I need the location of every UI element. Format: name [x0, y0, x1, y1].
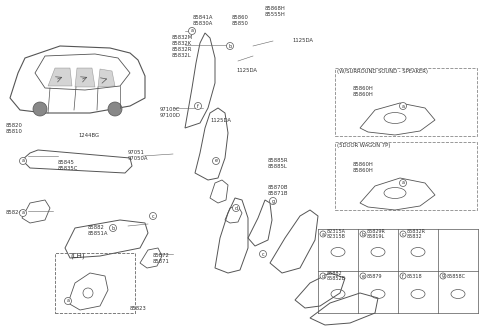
- Text: 1125DA: 1125DA: [210, 117, 231, 122]
- Text: a: a: [322, 232, 324, 236]
- Text: 85820
85810: 85820 85810: [6, 123, 23, 134]
- Text: 85829R
85819L: 85829R 85819L: [367, 229, 386, 239]
- Text: b: b: [361, 232, 365, 236]
- Text: 1125DA: 1125DA: [236, 68, 257, 72]
- Circle shape: [399, 179, 407, 187]
- Text: 85845
85835C: 85845 85835C: [58, 160, 78, 171]
- Text: 85860H
85860H: 85860H 85860H: [353, 162, 374, 173]
- Polygon shape: [48, 68, 72, 86]
- Text: 85832M
85832K: 85832M 85832K: [172, 35, 193, 46]
- Text: a: a: [22, 158, 24, 163]
- Text: 1125DA: 1125DA: [292, 37, 313, 43]
- Circle shape: [399, 102, 407, 110]
- Polygon shape: [75, 68, 95, 87]
- Text: e: e: [361, 274, 364, 278]
- Text: 85832R
85832L: 85832R 85832L: [172, 47, 192, 58]
- Text: d: d: [322, 274, 324, 278]
- Circle shape: [260, 251, 266, 257]
- Circle shape: [20, 210, 26, 216]
- Text: 85868H
85555H: 85868H 85555H: [264, 6, 286, 17]
- Text: c: c: [152, 214, 154, 218]
- Circle shape: [33, 102, 47, 116]
- Text: g: g: [442, 274, 444, 278]
- Text: c: c: [402, 232, 404, 236]
- Text: 85870B
85871B: 85870B 85871B: [268, 185, 288, 196]
- Text: f: f: [197, 104, 199, 109]
- Circle shape: [149, 213, 156, 219]
- Text: (W/SURROUND SOUND - SPEAKER): (W/SURROUND SOUND - SPEAKER): [337, 69, 428, 73]
- Text: 85860
85850: 85860 85850: [232, 15, 249, 26]
- Circle shape: [189, 28, 195, 34]
- Polygon shape: [98, 69, 115, 87]
- Text: 85823: 85823: [130, 306, 147, 311]
- Text: a: a: [22, 211, 24, 215]
- Text: f: f: [402, 274, 404, 278]
- Text: (LH): (LH): [71, 253, 85, 259]
- Circle shape: [269, 197, 276, 204]
- Circle shape: [360, 231, 366, 237]
- Circle shape: [320, 273, 326, 279]
- Text: g: g: [271, 198, 275, 203]
- Text: 97051
97050A: 97051 97050A: [128, 150, 148, 161]
- Text: a: a: [401, 104, 405, 109]
- Text: 85832R
85832: 85832R 85832: [407, 229, 426, 239]
- Text: 85824B: 85824B: [6, 210, 26, 215]
- Circle shape: [232, 204, 240, 212]
- Text: d: d: [234, 206, 238, 211]
- Text: b: b: [228, 44, 231, 49]
- Circle shape: [320, 231, 326, 237]
- Text: 85879: 85879: [367, 274, 383, 278]
- Text: 85858C: 85858C: [447, 274, 466, 278]
- Circle shape: [194, 102, 202, 110]
- Text: b: b: [111, 226, 115, 231]
- Text: (5DOOR WAGON 7P): (5DOOR WAGON 7P): [337, 142, 390, 148]
- Text: 85841A
85830A: 85841A 85830A: [193, 15, 214, 26]
- Text: a: a: [401, 180, 405, 186]
- Text: e: e: [215, 158, 217, 163]
- Text: 85860H
85860H: 85860H 85860H: [353, 86, 374, 97]
- Text: 85882
85851A: 85882 85851A: [88, 225, 108, 236]
- Text: 85885R
85885L: 85885R 85885L: [268, 158, 288, 169]
- Text: a: a: [67, 298, 70, 303]
- Text: 82315A
82315B: 82315A 82315B: [327, 229, 346, 239]
- Circle shape: [227, 43, 233, 50]
- Text: c: c: [262, 252, 264, 256]
- Text: 1244BG: 1244BG: [78, 133, 99, 138]
- Text: 85872
85871: 85872 85871: [153, 253, 170, 264]
- Text: 97100C
97100D: 97100C 97100D: [160, 107, 181, 118]
- Circle shape: [108, 102, 122, 116]
- Circle shape: [400, 231, 406, 237]
- Text: 85318: 85318: [407, 274, 422, 278]
- Circle shape: [64, 297, 72, 304]
- Circle shape: [400, 273, 406, 279]
- Circle shape: [360, 273, 366, 279]
- Circle shape: [109, 224, 117, 232]
- Text: a: a: [191, 29, 193, 33]
- Circle shape: [440, 273, 446, 279]
- Circle shape: [213, 157, 219, 165]
- Text: 85882
85852B: 85882 85852B: [327, 271, 346, 281]
- Circle shape: [20, 157, 26, 165]
